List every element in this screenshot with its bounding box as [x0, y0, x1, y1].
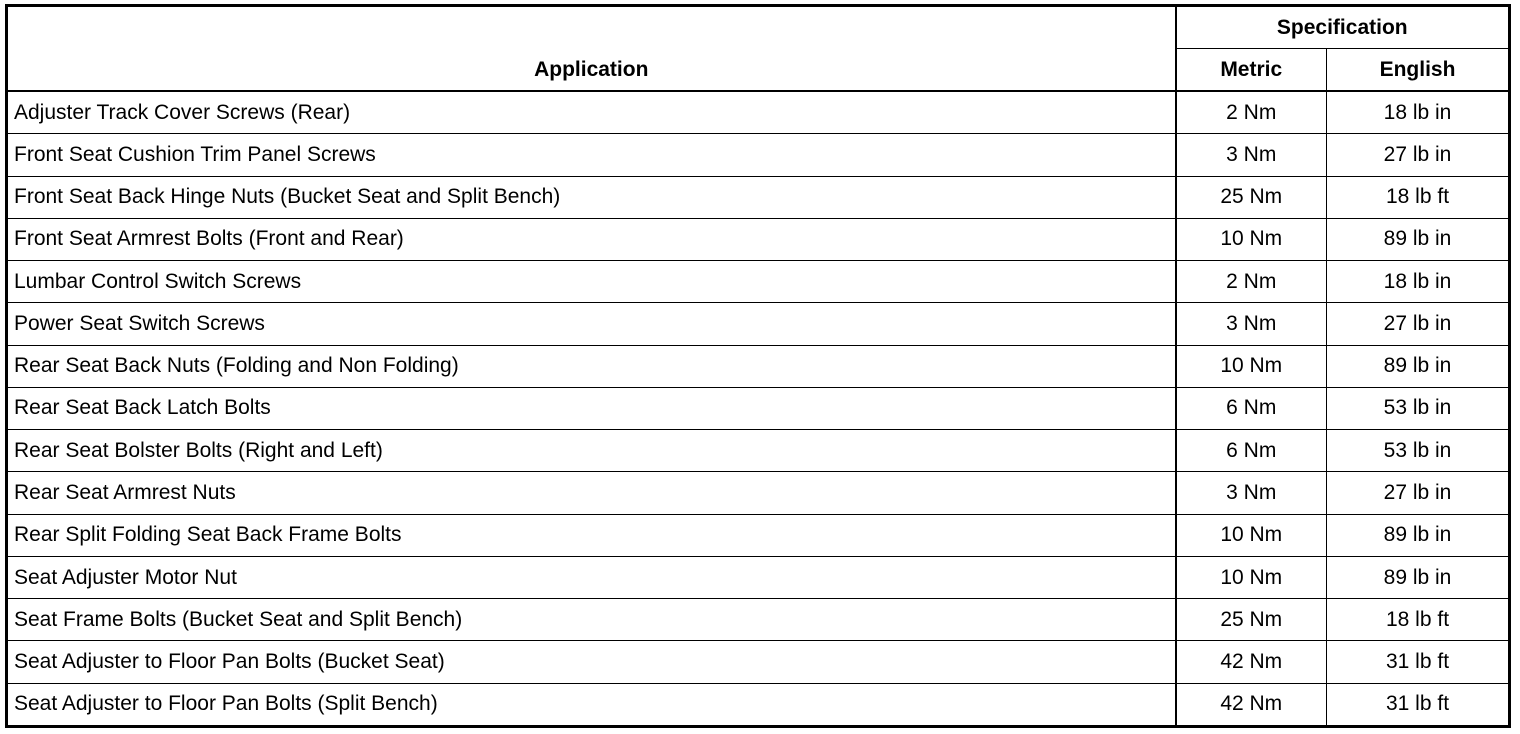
application-cell: Seat Adjuster to Floor Pan Bolts (Split … — [6, 682, 1177, 728]
torque-spec-table: Application Specification Metric English… — [5, 4, 1512, 728]
application-cell: Rear Seat Back Latch Bolts — [6, 386, 1177, 431]
table-row: Seat Adjuster Motor Nut 10 Nm 89 lb in — [6, 555, 1511, 600]
english-cell: 31 lb ft — [1325, 682, 1511, 728]
metric-cell: 3 Nm — [1175, 133, 1327, 177]
english-cell: 18 lb ft — [1325, 175, 1511, 219]
header-english: English — [1325, 48, 1511, 92]
table-row: Adjuster Track Cover Screws (Rear) 2 Nm 18… — [6, 90, 1511, 135]
metric-cell: 2 Nm — [1175, 90, 1327, 135]
application-cell: Rear Split Folding Seat Back Frame Bolts — [6, 513, 1177, 557]
table-row: Rear Seat Armrest Nuts 3 Nm 27 lb in — [6, 471, 1511, 515]
application-cell: Front Seat Cushion Trim Panel Screws — [6, 133, 1177, 177]
metric-cell: 6 Nm — [1175, 429, 1327, 473]
table-row: Lumbar Control Switch Screws 2 Nm 18 lb in — [6, 260, 1511, 304]
application-cell: Rear Seat Back Nuts (Folding and Non Fol… — [6, 344, 1177, 388]
application-cell: Seat Adjuster to Floor Pan Bolts (Bucket… — [6, 640, 1177, 684]
application-cell: Seat Adjuster Motor Nut — [6, 555, 1177, 600]
application-cell: Front Seat Armrest Bolts (Front and Rear… — [6, 217, 1177, 262]
metric-cell: 10 Nm — [1175, 217, 1327, 262]
metric-cell: 25 Nm — [1175, 175, 1327, 219]
metric-cell: 10 Nm — [1175, 555, 1327, 600]
english-cell: 89 lb in — [1325, 555, 1511, 600]
metric-cell: 42 Nm — [1175, 640, 1327, 684]
english-cell: 89 lb in — [1325, 217, 1511, 262]
table-row: Seat Adjuster to Floor Pan Bolts (Bucket… — [6, 640, 1511, 684]
application-cell: Lumbar Control Switch Screws — [6, 260, 1177, 304]
metric-cell: 25 Nm — [1175, 598, 1327, 642]
application-cell: Power Seat Switch Screws — [6, 302, 1177, 346]
english-cell: 27 lb in — [1325, 471, 1511, 515]
table-row: Front Seat Back Hinge Nuts (Bucket Seat … — [6, 175, 1511, 219]
application-cell: Seat Frame Bolts (Bucket Seat and Split … — [6, 598, 1177, 642]
header-specification: Specification — [1174, 5, 1511, 49]
english-cell: 18 lb in — [1325, 260, 1511, 304]
metric-cell: 10 Nm — [1175, 513, 1327, 557]
application-cell: Front Seat Back Hinge Nuts (Bucket Seat … — [6, 175, 1177, 219]
table-row: Rear Seat Back Latch Bolts 6 Nm 53 lb in — [6, 386, 1511, 431]
english-cell: 31 lb ft — [1325, 640, 1511, 684]
english-cell: 27 lb in — [1325, 133, 1511, 177]
table-row: Front Seat Armrest Bolts (Front and Rear… — [6, 217, 1511, 262]
table-row: Rear Split Folding Seat Back Frame Bolts… — [6, 513, 1511, 557]
english-cell: 89 lb in — [1325, 513, 1511, 557]
table-row: Seat Frame Bolts (Bucket Seat and Split … — [6, 598, 1511, 642]
metric-cell: 3 Nm — [1175, 471, 1327, 515]
metric-cell: 10 Nm — [1175, 344, 1327, 388]
english-cell: 53 lb in — [1325, 386, 1511, 431]
metric-cell: 6 Nm — [1175, 386, 1327, 431]
table-row: Front Seat Cushion Trim Panel Screws 3 Nm… — [6, 133, 1511, 177]
english-cell: 89 lb in — [1325, 344, 1511, 388]
metric-cell: 3 Nm — [1175, 302, 1327, 346]
application-cell: Rear Seat Bolster Bolts (Right and Left) — [6, 429, 1177, 473]
metric-cell: 42 Nm — [1175, 682, 1327, 728]
header-application: Application — [6, 5, 1177, 92]
metric-cell: 2 Nm — [1175, 260, 1327, 304]
english-cell: 27 lb in — [1325, 302, 1511, 346]
header-metric: Metric — [1175, 48, 1327, 92]
english-cell: 18 lb ft — [1325, 598, 1511, 642]
table-row: Rear Seat Bolster Bolts (Right and Left)… — [6, 429, 1511, 473]
table-row: Seat Adjuster to Floor Pan Bolts (Split … — [6, 682, 1511, 728]
table-row: Rear Seat Back Nuts (Folding and Non Fol… — [6, 344, 1511, 388]
english-cell: 18 lb in — [1325, 90, 1511, 135]
table-row: Power Seat Switch Screws 3 Nm 27 lb in — [6, 302, 1511, 346]
english-cell: 53 lb in — [1325, 429, 1511, 473]
application-cell: Adjuster Track Cover Screws (Rear) — [6, 90, 1177, 135]
application-cell: Rear Seat Armrest Nuts — [6, 471, 1177, 515]
